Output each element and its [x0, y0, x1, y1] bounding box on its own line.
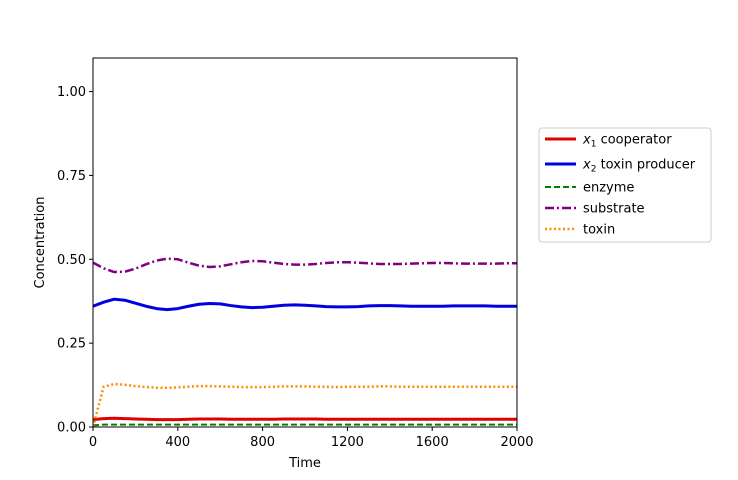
legend-math-var: x [582, 133, 591, 148]
series-line-4 [93, 382, 517, 427]
legend-label-text: toxin producer [596, 158, 695, 173]
y-tick-label: 0.50 [57, 253, 86, 268]
legend-label-0: x1 cooperator [582, 133, 672, 150]
legend-subscript: 2 [591, 165, 597, 175]
y-tick-label: 0.25 [57, 337, 86, 352]
x-axis: 0 400 800 1200 1600 2000 [89, 427, 534, 450]
y-tick-label: 0.00 [57, 421, 86, 436]
series-line-2 [93, 423, 517, 427]
x-tick-label: 800 [250, 435, 275, 450]
legend-math-var: x [582, 158, 591, 173]
legend-frame [538, 127, 712, 243]
x-tick-label: 1600 [416, 435, 449, 450]
legend-subscript: 1 [591, 140, 597, 150]
series-line-1 [93, 297, 517, 312]
series-line-0 [93, 416, 517, 422]
series-line-3 [93, 257, 517, 274]
x-tick-label: 0 [89, 435, 97, 450]
legend-label-2: enzyme [583, 181, 634, 196]
x-tick-label: 400 [165, 435, 190, 450]
x-tick-label: 2000 [500, 435, 533, 450]
y-tick-label: 1.00 [57, 85, 86, 100]
legend-label-4: toxin [583, 223, 615, 238]
plot-lines [93, 257, 517, 427]
plot-frame [92, 57, 518, 428]
y-axis-label: Concentration [33, 197, 48, 289]
legend-label-3: substrate [583, 202, 645, 217]
legend-label-1: x2 toxin producer [582, 158, 696, 175]
y-axis: 0.00 0.25 0.50 0.75 1.00 [57, 85, 93, 436]
x-tick-label: 1200 [331, 435, 364, 450]
x-axis-label: Time [288, 456, 321, 471]
legend-label-text: cooperator [596, 133, 672, 148]
y-tick-label: 0.75 [57, 169, 86, 184]
